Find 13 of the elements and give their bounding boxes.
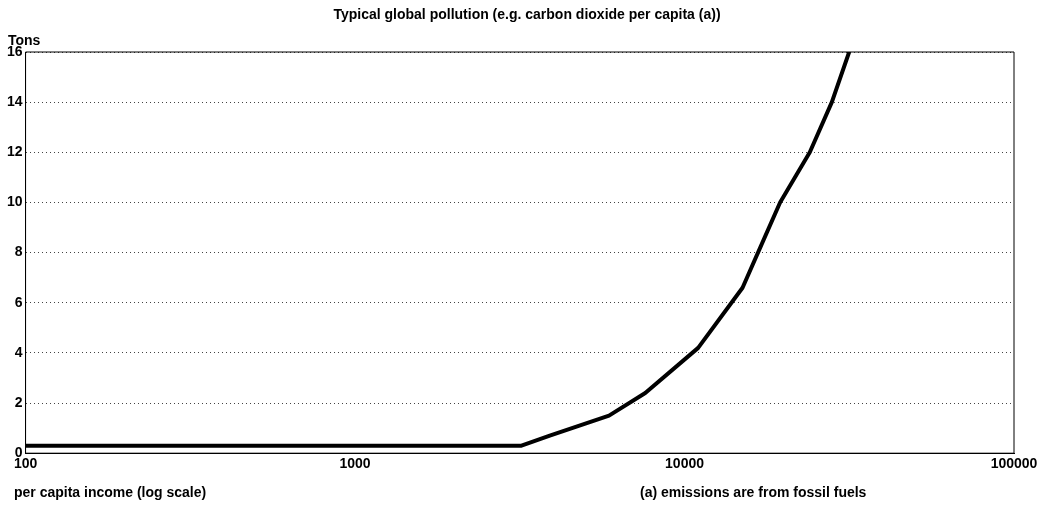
y-tick-label: 8	[14, 243, 23, 260]
y-tick-label: 4	[14, 343, 23, 360]
x-axis-title: per capita income (log scale)	[14, 484, 207, 500]
y-tick-label: 12	[6, 143, 23, 160]
x-tick-label: 1000	[339, 455, 371, 472]
y-tick-label: 10	[6, 193, 23, 210]
x-tick-label: 100000	[990, 455, 1038, 472]
text: (a) emissions are from fossil fuels	[640, 484, 867, 500]
y-tick-label: 2	[14, 393, 23, 410]
x-tick-label: 10000	[665, 455, 705, 472]
y-tick-label: 6	[14, 293, 23, 310]
chart-title: Typical global pollution (e.g. carbon dioxide per capita (a))	[332, 6, 722, 22]
y-tick-label: 14	[6, 93, 23, 110]
